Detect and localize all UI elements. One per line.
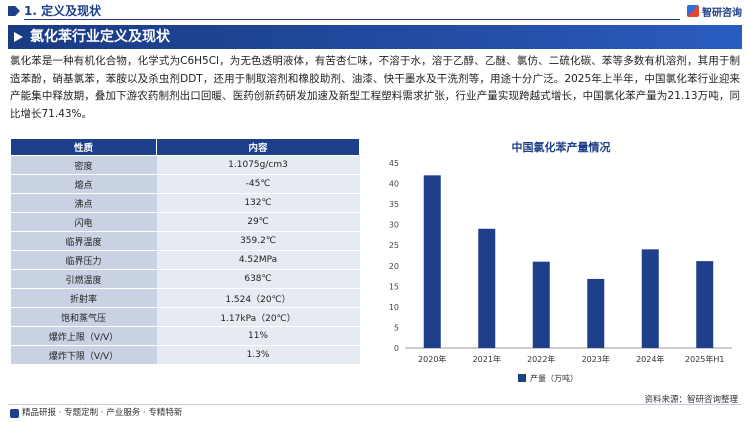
property-value: 1.1075g/cm3	[156, 155, 360, 175]
x-tick-label: 2023年	[582, 354, 610, 364]
y-tick-label: 35	[389, 200, 399, 209]
property-value: 1.3%	[156, 345, 360, 365]
property-name: 爆炸上限（V/V）	[10, 326, 157, 346]
title-banner: 氯化苯行业定义及现状	[8, 25, 742, 49]
table-row: 临界温度 359.2℃	[10, 231, 360, 251]
chart-title: 中国氯化苯产量情况	[511, 141, 611, 154]
source-note: 资料来源：智研咨询整理	[644, 395, 738, 405]
property-name: 爆炸下限（V/V）	[10, 345, 157, 365]
x-tick-label: 2025年H1	[685, 354, 724, 364]
table-row: 折射率 1.524（20℃）	[10, 288, 360, 308]
footer-services: 精品研报 · 专题定制 · 产业服务 · 专精特新	[22, 408, 183, 418]
property-table: 性质 内容 密度 1.1075g/cm3 熔点 -45℃ 沸点 132℃ 闪电 29℃ …	[10, 138, 360, 365]
x-tick-label: 2021年	[473, 354, 501, 364]
table-row: 爆炸上限（V/V） 11%	[10, 326, 360, 346]
intro-paragraph: 氯化苯是一种有机化合物，化学式为C6H5Cl，为无色透明液体，有苦杏仁味，不溶于…	[10, 55, 740, 120]
y-tick-label: 5	[394, 323, 399, 332]
production-bar-chart: 0 5 10 15 20 25 30 35 40 45 2020年 2021年 2022年 2023年 20…	[389, 159, 732, 383]
y-tick-label: 40	[389, 180, 399, 189]
property-name: 临界温度	[10, 231, 157, 251]
property-name: 引燃温度	[10, 269, 157, 289]
bar-2021年	[478, 228, 496, 348]
property-value: 359.2℃	[156, 231, 360, 251]
property-name: 沸点	[10, 193, 157, 213]
y-tick-label: 45	[389, 159, 399, 168]
footer-logo-icon	[10, 409, 19, 418]
bar-2025年H1	[696, 261, 714, 348]
property-name: 熔点	[10, 174, 157, 194]
legend-label: 产量（万吨）	[530, 373, 578, 383]
property-name: 密度	[10, 155, 157, 175]
x-tick-label: 2024年	[636, 354, 664, 364]
y-tick-label: 0	[394, 344, 399, 353]
table-row: 饱和蒸气压 1.17kPa（20℃）	[10, 307, 360, 327]
property-name: 饱和蒸气压	[10, 307, 157, 327]
property-value: 29℃	[156, 212, 360, 232]
y-tick-label: 30	[389, 221, 399, 230]
page-title: 氯化苯行业定义及现状	[30, 29, 170, 45]
table-row: 熔点 -45℃	[10, 174, 360, 194]
property-value: 1.524（20℃）	[156, 288, 360, 308]
property-value: -45℃	[156, 174, 360, 194]
table-row: 密度 1.1075g/cm3	[10, 155, 360, 175]
property-name: 临界压力	[10, 250, 157, 270]
property-value: 11%	[156, 326, 360, 346]
y-tick-label: 10	[389, 303, 399, 312]
table-row: 临界压力 4.52MPa	[10, 250, 360, 270]
table-header-content: 内容	[156, 138, 360, 156]
x-tick-label: 2020年	[418, 354, 446, 364]
x-tick-label: 2022年	[527, 354, 555, 364]
property-value: 1.17kPa（20℃）	[156, 307, 360, 327]
y-tick-label: 25	[389, 241, 399, 250]
bar-2024年	[641, 249, 659, 348]
section-title: 1. 定义及现状	[24, 4, 102, 18]
footer-divider	[8, 404, 742, 405]
table-header-property: 性质	[10, 138, 157, 156]
bar-2022年	[532, 261, 550, 348]
y-tick-label: 20	[389, 262, 399, 271]
table-row: 闪电 29℃	[10, 212, 360, 232]
legend-swatch	[518, 374, 526, 382]
section-marker-icon	[8, 6, 20, 16]
table-row: 引燃温度 638℃	[10, 269, 360, 289]
brand-logo-icon	[687, 5, 699, 17]
bar-2020年	[423, 175, 441, 348]
property-name: 折射率	[10, 288, 157, 308]
top-header: 1. 定义及现状 智研咨询	[0, 0, 750, 22]
brand-name: 智研咨询	[702, 7, 742, 19]
property-name: 闪电	[10, 212, 157, 232]
brand: 智研咨询	[687, 3, 742, 19]
table-row: 爆炸下限（V/V） 1.3%	[10, 345, 360, 365]
table-header-row: 性质 内容	[10, 138, 360, 156]
bar-2023年	[587, 278, 605, 348]
y-tick-label: 15	[389, 282, 399, 291]
property-value: 4.52MPa	[156, 250, 360, 270]
property-value: 638℃	[156, 269, 360, 289]
header-divider	[24, 19, 680, 20]
property-value: 132℃	[156, 193, 360, 213]
table-row: 沸点 132℃	[10, 193, 360, 213]
banner-arrow-icon	[14, 32, 23, 42]
